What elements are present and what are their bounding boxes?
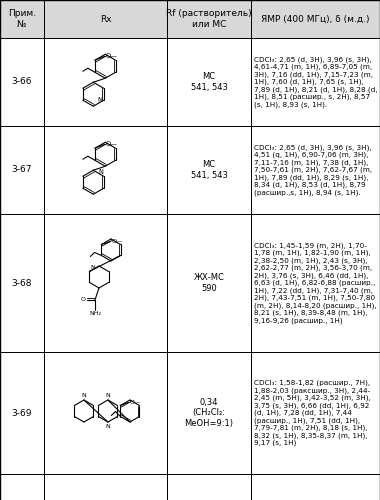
Bar [0,214,44,352]
Text: Rf (растворитель)
или МС: Rf (растворитель) или МС [166,10,252,29]
Text: МС
541, 543: МС 541, 543 [190,160,228,180]
Text: N: N [82,393,86,398]
Bar [251,214,380,352]
Bar [44,214,167,352]
Text: ЯМР (400 МГц), δ (м.д.): ЯМР (400 МГц), δ (м.д.) [261,14,370,24]
Bar [44,0,167,38]
Bar [44,352,167,474]
Text: O—: O— [111,239,123,244]
Text: O—: O— [130,400,141,405]
Text: ЖХ-МС
590: ЖХ-МС 590 [193,274,225,292]
Text: CDCl₃: 2,65 (d, 3H), 3,96 (s, 3H),
4,61-4,71 (m, 1H), 6,89-7,05 (m,
3H), 7,16 (d: CDCl₃: 2,65 (d, 3H), 3,96 (s, 3H), 4,61-… [254,56,377,108]
Text: N: N [97,97,102,103]
Bar [0,0,44,38]
Text: 0,34
(CH₂Cl₂:
MeOH=9:1): 0,34 (CH₂Cl₂: MeOH=9:1) [185,398,233,428]
Text: O—: O— [106,141,118,147]
Text: 3-68: 3-68 [12,278,32,287]
Bar [251,38,380,126]
Bar [167,38,251,126]
Text: CDCl₃: 1,58-1,82 (расшир., 7H),
1,88-2,03 (раксшир., 3H), 2,44-
2,45 (m, 5H), 3,: CDCl₃: 1,58-1,82 (расшир., 7H), 1,88-2,0… [254,380,370,446]
Bar [167,126,251,214]
Text: Rx: Rx [100,14,111,24]
Text: Прим.
№: Прим. № [8,10,36,29]
Text: N: N [106,393,110,398]
Bar [0,38,44,126]
Bar [251,352,380,474]
Text: 3-66: 3-66 [12,78,32,86]
Bar [44,126,167,214]
Text: N: N [106,424,110,429]
Bar [0,126,44,214]
Bar [251,126,380,214]
Text: O—: O— [106,53,118,59]
Bar [0,474,44,500]
Bar [251,474,380,500]
Bar [167,214,251,352]
Bar [251,0,380,38]
Text: N: N [90,266,95,270]
Bar [44,474,167,500]
Bar [167,352,251,474]
Bar [167,0,251,38]
Text: CDCl₃: 2,65 (d, 3H), 3,96 (s, 3H),
4,51 (q, 1H), 6,90-7,06 (m, 3H),
7,11-7,16 (m: CDCl₃: 2,65 (d, 3H), 3,96 (s, 3H), 4,51 … [254,144,372,196]
Text: 3-67: 3-67 [12,166,32,174]
Text: O: O [81,298,86,302]
Bar [167,474,251,500]
Bar [0,352,44,474]
Text: МС
541, 543: МС 541, 543 [190,72,228,92]
Text: NH₂: NH₂ [89,311,101,316]
Text: N: N [99,169,104,175]
Text: 3-69: 3-69 [12,408,32,418]
Text: CDCl₃: 1,45-1,59 (m, 2H), 1,70-
1,78 (m, 1H), 1,82-1,90 (m, 1H),
2,38-2,50 (m, 1: CDCl₃: 1,45-1,59 (m, 2H), 1,70- 1,78 (m,… [254,242,377,324]
Bar [44,38,167,126]
